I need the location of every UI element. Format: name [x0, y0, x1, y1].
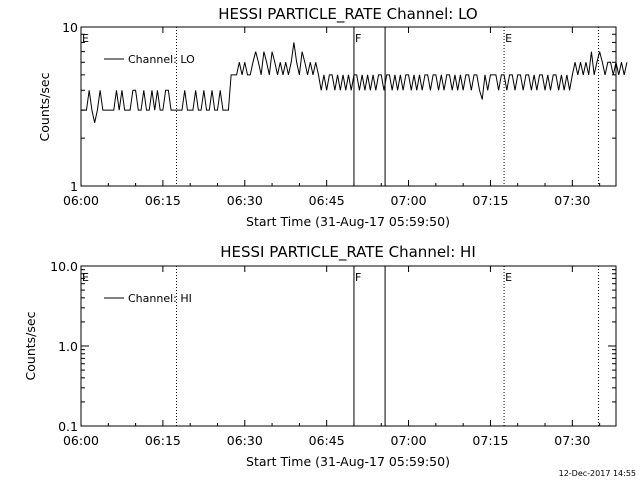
panel-lo-xtick-label-0: 06:00: [63, 193, 99, 208]
panel-hi: HESSI PARTICLE_RATE Channel: HI E F E 06:0…: [23, 243, 617, 469]
panel-lo-title: HESSI PARTICLE_RATE Channel: LO: [218, 5, 477, 24]
panel-hi-xtick-label-6: 07:30: [554, 433, 590, 448]
panel-lo-ytick-label-1: 10: [62, 20, 78, 35]
panel-hi-xtick-label-3: 06:45: [309, 433, 345, 448]
panel-hi-legend: Channel: HI: [104, 292, 192, 305]
panel-hi-marker-label-2: F: [355, 271, 361, 284]
panel-hi-xtick-label-5: 07:15: [472, 433, 508, 448]
panel-hi-title: HESSI PARTICLE_RATE Channel: HI: [220, 243, 476, 262]
panel-lo-xtick-label-2: 06:30: [227, 193, 263, 208]
panel-lo-legend: Channel: LO: [104, 53, 195, 66]
panel-lo-series: [81, 42, 628, 123]
panel-lo-xtick-label-4: 07:00: [391, 193, 427, 208]
panel-lo-axes-frame: [80, 26, 617, 187]
panel-hi-xtick-label-1: 06:15: [145, 433, 181, 448]
panel-hi-xtick-label-4: 07:00: [391, 433, 427, 448]
panel-hi-xlabel: Start Time (31-Aug-17 05:59:50): [246, 454, 450, 469]
panel-lo-marker-label-2: F: [355, 32, 361, 45]
panel-lo-marker-label-4: E: [505, 32, 512, 45]
panel-hi-legend-label: Channel: HI: [128, 292, 192, 305]
panel-lo-ylabel: Counts/sec: [37, 72, 52, 141]
panel-lo-series-line-0: [81, 42, 628, 123]
panel-lo-xtick-label-6: 07:30: [554, 193, 590, 208]
panel-lo-xtick-label-3: 06:45: [309, 193, 345, 208]
panel-lo-ytick-label-0: 1: [70, 179, 78, 194]
footer-timestamp: 12-Dec-2017 14:55: [559, 469, 636, 478]
panel-hi-ytick-label-0: 0.1: [58, 419, 78, 434]
panel-hi-xtick-label-2: 06:30: [227, 433, 263, 448]
panel-lo-marker-label-0: E: [82, 32, 89, 45]
panel-hi-ylabel: Counts/sec: [23, 311, 38, 380]
panel-hi-ytick-label-2: 10.0: [50, 259, 78, 274]
panel-lo-legend-label: Channel: LO: [128, 53, 195, 66]
panel-lo: HESSI PARTICLE_RATE Channel: LO E F E 06:0…: [37, 5, 628, 229]
panel-lo-ticks: 06:00 06:15 06:30 06:45 07:00 07:15 07:30 1 10: [62, 20, 616, 208]
panel-lo-xtick-label-1: 06:15: [145, 193, 181, 208]
panel-hi-ticks: 06:00 06:15 06:30 06:45 07:00 07:15 07:30 0.1 1.…: [50, 259, 616, 448]
panel-hi-marker-label-4: E: [505, 271, 512, 284]
panel-hi-marker-label-0: E: [82, 271, 89, 284]
panel-lo-xlabel: Start Time (31-Aug-17 05:59:50): [246, 214, 450, 229]
panel-lo-xtick-label-5: 07:15: [472, 193, 508, 208]
panel-hi-ytick-label-1: 1.0: [58, 339, 78, 354]
panel-hi-xtick-label-0: 06:00: [63, 433, 99, 448]
